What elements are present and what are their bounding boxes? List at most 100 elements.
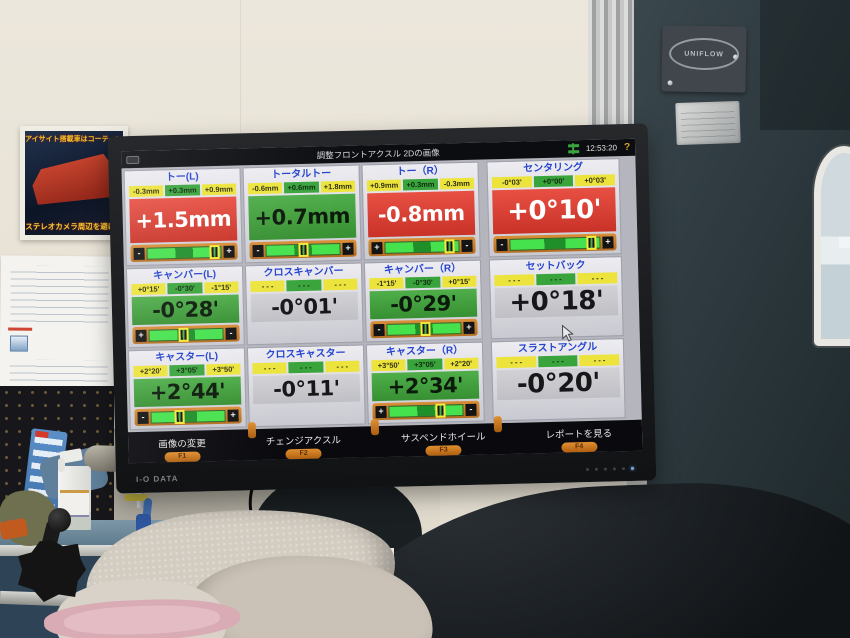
monitor-brand-logo: I-O DATA	[135, 474, 179, 485]
slider-sign-right: +	[342, 242, 354, 255]
tolerance-high: +2°20'	[443, 357, 479, 370]
clock: 12:53:20	[585, 143, 618, 153]
tolerance-low: -1°15'	[369, 277, 404, 290]
box-label	[34, 430, 49, 439]
measurement-value: -0°01'	[250, 291, 359, 323]
monitor-control-buttons[interactable]	[585, 466, 635, 472]
poster-car-graphic	[30, 153, 118, 206]
slider-sign-left: -	[137, 411, 149, 424]
panel-title: キャスター（R）	[385, 345, 464, 358]
spray-trigger	[58, 458, 65, 472]
power-led	[630, 466, 635, 470]
poster-image: アイサイト搭載車はコーティング注意 ステレオカメラ周辺を避けて	[25, 131, 123, 235]
footer-button-change-axle[interactable]: チェンジアクスル F2	[265, 434, 342, 459]
panel-thrust-angle: スラストアングル - - - - - - - - - -0°20'	[490, 338, 626, 422]
tolerance-target: +0°00'	[533, 175, 574, 188]
tolerance-chips: -0.3mm +0.3mm +0.9mm	[128, 183, 237, 198]
range-indicator: + -	[132, 324, 240, 345]
panel-caster-right: キャスター（R） +3°50' +3°05' +2°20' +2°34' + -	[365, 341, 485, 425]
tolerance-chips: - - - - - - - - -	[252, 360, 360, 375]
panel-toe-right: トー（R） +0.9mm +0.3mm -0.3mm -0.8mm + -	[361, 161, 481, 261]
slider-bar	[265, 242, 341, 257]
slider-sign-right: -	[225, 327, 237, 340]
tolerance-target: +0.3mm	[403, 178, 438, 191]
slider-marker	[297, 242, 309, 257]
measurement-value: +2°34'	[371, 370, 480, 402]
footer-button-view-report[interactable]: レポートを見る F4	[545, 427, 613, 453]
tolerance-chips: +3°50' +3°05' +2°20'	[371, 357, 479, 372]
panel-title: クロスキャンバー	[263, 265, 344, 279]
door-window	[814, 146, 850, 346]
tolerance-low: +0.9mm	[366, 179, 402, 192]
axle-status-icon	[568, 143, 579, 154]
door-plaque: UNIFLOW	[661, 25, 747, 93]
panel-title: クロスキャスター	[265, 347, 346, 361]
footer-connector	[493, 416, 503, 433]
tolerance-high: +0°03'	[575, 174, 616, 187]
panel-cross-camber: クロスキャンバー - - - - - - - - - -0°01'	[244, 262, 364, 346]
footer-button-suspend-wheel[interactable]: サスペンドホイール F3	[400, 431, 486, 456]
footer-connector	[370, 419, 380, 436]
panel-setback: セットバック - - - - - - - - - +0°18'	[488, 256, 624, 340]
slider-sign-right: +	[223, 245, 235, 258]
tolerance-target: +0.6mm	[284, 181, 319, 194]
tolerance-chips: - - - - - - - - -	[496, 354, 620, 369]
poster-bottom-text: ステレオカメラ周辺を避けて	[25, 222, 123, 231]
measurement-value: +0°10'	[492, 187, 617, 235]
tolerance-high: - - -	[577, 272, 618, 285]
range-indicator: + -	[368, 236, 476, 257]
slider-bar	[146, 244, 222, 260]
tolerance-low: -0°03'	[491, 176, 532, 189]
range-indicator: - +	[249, 239, 357, 260]
footer-connector	[247, 422, 257, 439]
panel-cross-caster: クロスキャスター - - - - - - - - - -0°11'	[246, 344, 366, 428]
tolerance-low: - - -	[250, 280, 285, 293]
slider-bar	[150, 409, 226, 424]
tolerance-chips: +2°20' +3°05' +3°50'	[133, 363, 241, 378]
range-indicator: - +	[134, 406, 242, 427]
panel-title: トー(L)	[165, 171, 199, 184]
tolerance-low: +0°15'	[131, 283, 166, 296]
slider-marker	[209, 244, 220, 259]
tolerance-chips: -0.6mm +0.6mm +1.8mm	[247, 180, 356, 195]
slider-sign-left: -	[496, 238, 508, 251]
fkey-badge: F1	[164, 450, 201, 462]
tolerance-chips: - - - - - - - - -	[250, 278, 358, 293]
slider-sign-left: -	[133, 247, 145, 260]
door-shadow	[760, 0, 850, 130]
slider-marker	[443, 238, 455, 253]
slider-marker	[178, 327, 190, 342]
measurement-value: +0.7mm	[248, 193, 357, 241]
slider-sign-left: -	[252, 244, 264, 257]
poster-top-text: アイサイト搭載車はコーティング注意	[25, 136, 123, 143]
plaque-logo-text: UNIFLOW	[684, 50, 724, 58]
footer-button-change-view[interactable]: 画像の変更 F1	[158, 437, 206, 462]
measurement-value: -0.8mm	[367, 190, 476, 238]
knob-ball	[48, 508, 71, 532]
panel-title: キャンバー（R）	[383, 263, 462, 276]
panel-title: キャンバー(L)	[153, 269, 217, 282]
tolerance-target: - - -	[286, 279, 322, 292]
tolerance-low: - - -	[494, 274, 535, 287]
measurement-grid: トー(L) -0.3mm +0.3mm +0.9mm +1.5mm - +	[121, 155, 642, 433]
tolerance-target: -0°30'	[405, 276, 441, 289]
measurement-value: -0°11'	[252, 373, 361, 405]
slider-marker	[586, 235, 597, 250]
tolerance-high: +3°50'	[205, 363, 241, 376]
tolerance-target: +3°05'	[407, 358, 443, 371]
alignment-app-screen: 調整フロントアクスル 2Dの画像 12:53:20 ? トー(L) -0.3mm…	[121, 138, 643, 464]
slider-bar	[509, 235, 601, 251]
fkey-badge: F3	[425, 444, 462, 456]
slider-marker	[174, 409, 185, 424]
slider-sign-left: -	[373, 323, 385, 336]
measurement-value: +1.5mm	[129, 196, 238, 244]
range-indicator: + -	[372, 400, 480, 421]
panel-camber-right: キャンバー（R） -1°15' -0°30' +0°15' -0°29' - +	[363, 259, 483, 343]
help-icon[interactable]: ?	[623, 141, 631, 154]
panel-centering: センタリング -0°03' +0°00' +0°03' +0°10' - +	[486, 158, 622, 258]
measurement-value: -0°20'	[496, 367, 621, 401]
tolerance-target: -0°30'	[167, 282, 203, 295]
tolerance-chips: - - - - - - - - -	[494, 272, 618, 287]
tolerance-high: - - -	[579, 354, 620, 367]
